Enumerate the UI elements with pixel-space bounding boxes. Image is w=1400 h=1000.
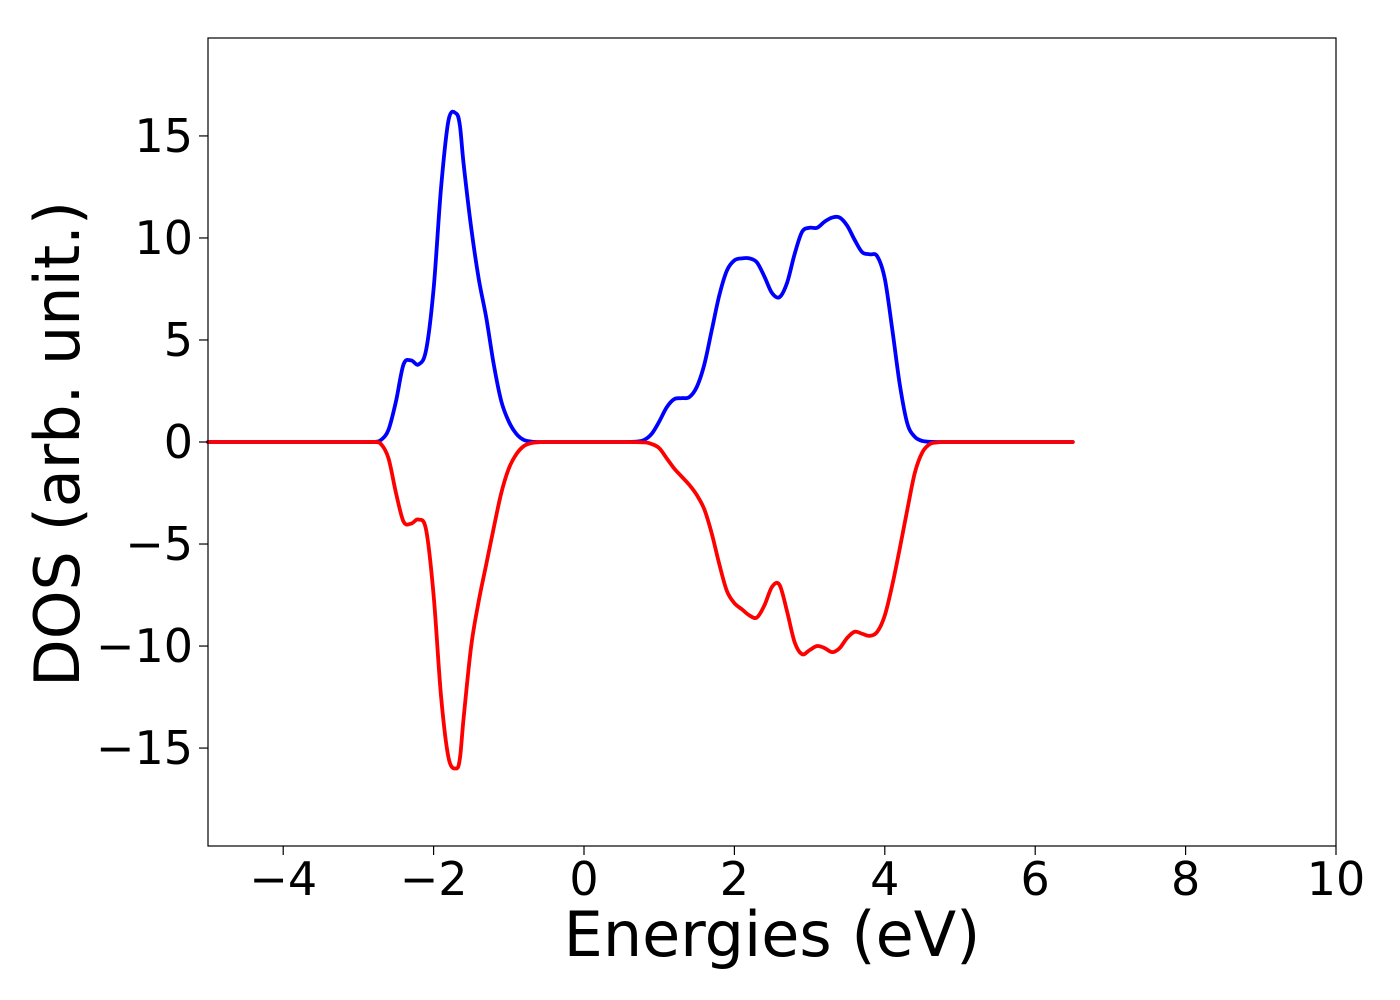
y-tick-label: −5 xyxy=(125,517,193,571)
series-layer xyxy=(206,109,1075,771)
x-tick-label: 6 xyxy=(1021,852,1050,906)
series-line-1 xyxy=(206,109,1075,445)
x-tick-label: −4 xyxy=(249,852,317,906)
x-axis-title: Energies (eV) xyxy=(564,898,981,971)
x-axis-ticks: −4 −2 0 2 4 6 8 10 xyxy=(249,846,1365,906)
x-tick-label: 0 xyxy=(569,852,598,906)
y-tick-label: 5 xyxy=(164,313,193,367)
y-tick-label: 15 xyxy=(134,109,193,163)
x-tick-label: 10 xyxy=(1307,852,1366,906)
series-line-2 xyxy=(206,439,1075,771)
y-axis-ticks: 15 10 5 0 −5 −10 −15 xyxy=(96,109,208,775)
y-tick-label: −10 xyxy=(96,619,193,673)
x-tick-label: 2 xyxy=(720,852,749,906)
y-axis-title: DOS (arb. unit.) xyxy=(21,201,94,687)
x-tick-label: 8 xyxy=(1171,852,1200,906)
y-tick-label: −15 xyxy=(96,721,193,775)
y-tick-label: 10 xyxy=(134,211,193,265)
y-tick-label: 0 xyxy=(164,415,193,469)
x-tick-label: −2 xyxy=(400,852,468,906)
x-tick-label: 4 xyxy=(870,852,899,906)
